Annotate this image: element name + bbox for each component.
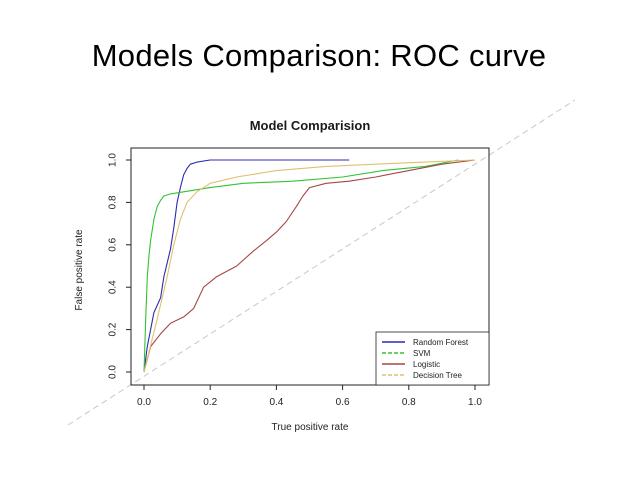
plot-title: Model Comparision bbox=[250, 118, 371, 133]
x-tick-label: 0.4 bbox=[269, 397, 283, 408]
x-tick-label: 1.0 bbox=[468, 397, 482, 408]
y-tick-label: 1.0 bbox=[108, 153, 119, 167]
y-tick-label: 0.4 bbox=[108, 280, 119, 294]
legend-box bbox=[375, 331, 490, 386]
series-line-random-forest bbox=[143, 159, 350, 373]
legend-label-svm: SVM bbox=[413, 349, 431, 358]
series-layer bbox=[143, 159, 476, 373]
series-line-decision-tree bbox=[143, 159, 476, 373]
legend: Random Forest SVM Logistic Decision Tree bbox=[375, 331, 490, 386]
x-tick-label: 0.8 bbox=[402, 397, 416, 408]
legend-label-random-forest: Random Forest bbox=[413, 338, 469, 347]
x-tick-label: 0.2 bbox=[203, 397, 217, 408]
y-tick-label: 0.2 bbox=[108, 322, 119, 336]
series-line-logistic bbox=[143, 159, 476, 373]
legend-label-decision-tree: Decision Tree bbox=[413, 371, 462, 380]
diagonal-reference-line bbox=[67, 99, 576, 426]
legend-label-logistic: Logistic bbox=[413, 360, 440, 369]
slide-title: Models Comparison: ROC curve bbox=[91, 38, 547, 73]
y-axis-label: False positive rate bbox=[74, 229, 85, 311]
y-tick-label: 0.0 bbox=[108, 365, 119, 379]
x-axis-label: True positive rate bbox=[272, 422, 349, 433]
plot-frame bbox=[130, 147, 490, 386]
x-tick-label: 0.0 bbox=[137, 397, 151, 408]
y-axis: 0.0 0.2 0.4 0.6 0.8 1.0 bbox=[108, 153, 131, 379]
series-line-svm bbox=[143, 159, 459, 373]
x-axis: 0.0 0.2 0.4 0.6 0.8 1.0 bbox=[137, 385, 482, 408]
y-tick-label: 0.6 bbox=[108, 237, 119, 251]
x-tick-label: 0.6 bbox=[336, 397, 350, 408]
y-tick-label: 0.8 bbox=[108, 195, 119, 209]
